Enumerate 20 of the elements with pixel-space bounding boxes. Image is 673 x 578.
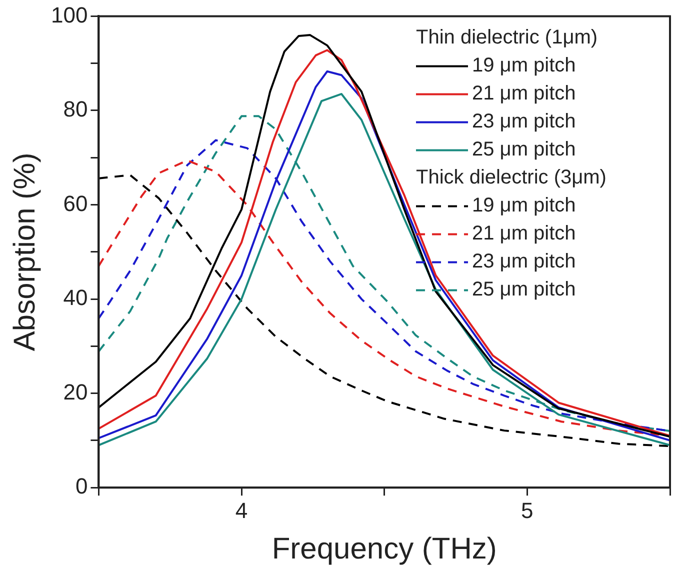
y-axis-title: Absorption (%)	[8, 152, 42, 352]
x-tick-label: 5	[521, 498, 534, 523]
y-tick-label: 60	[63, 190, 88, 216]
legend-label: 21 μm pitch	[472, 82, 576, 105]
y-tick-label: 40	[63, 285, 88, 310]
y-tick-label: 20	[63, 379, 88, 404]
annotation: Thick dielectric (3μm)	[416, 166, 606, 189]
legend-label: 23 μm pitch	[472, 250, 576, 273]
y-tick-label: 0	[75, 474, 88, 499]
y-tick-label: 100	[50, 2, 88, 28]
legend-label: 19 μm pitch	[472, 194, 576, 217]
legend-label: 21 μm pitch	[472, 222, 576, 245]
annotation: Thin dielectric (1μm)	[416, 26, 598, 49]
legend-label: 23 μm pitch	[472, 110, 576, 133]
legend-label: 19 μm pitch	[472, 54, 576, 77]
legend-label: 25 μm pitch	[472, 138, 576, 161]
y-tick-label: 80	[63, 96, 88, 122]
x-axis-title: Frequency (THz)	[272, 532, 497, 566]
legend-label: 25 μm pitch	[472, 278, 576, 301]
x-tick-label: 4	[235, 498, 248, 523]
